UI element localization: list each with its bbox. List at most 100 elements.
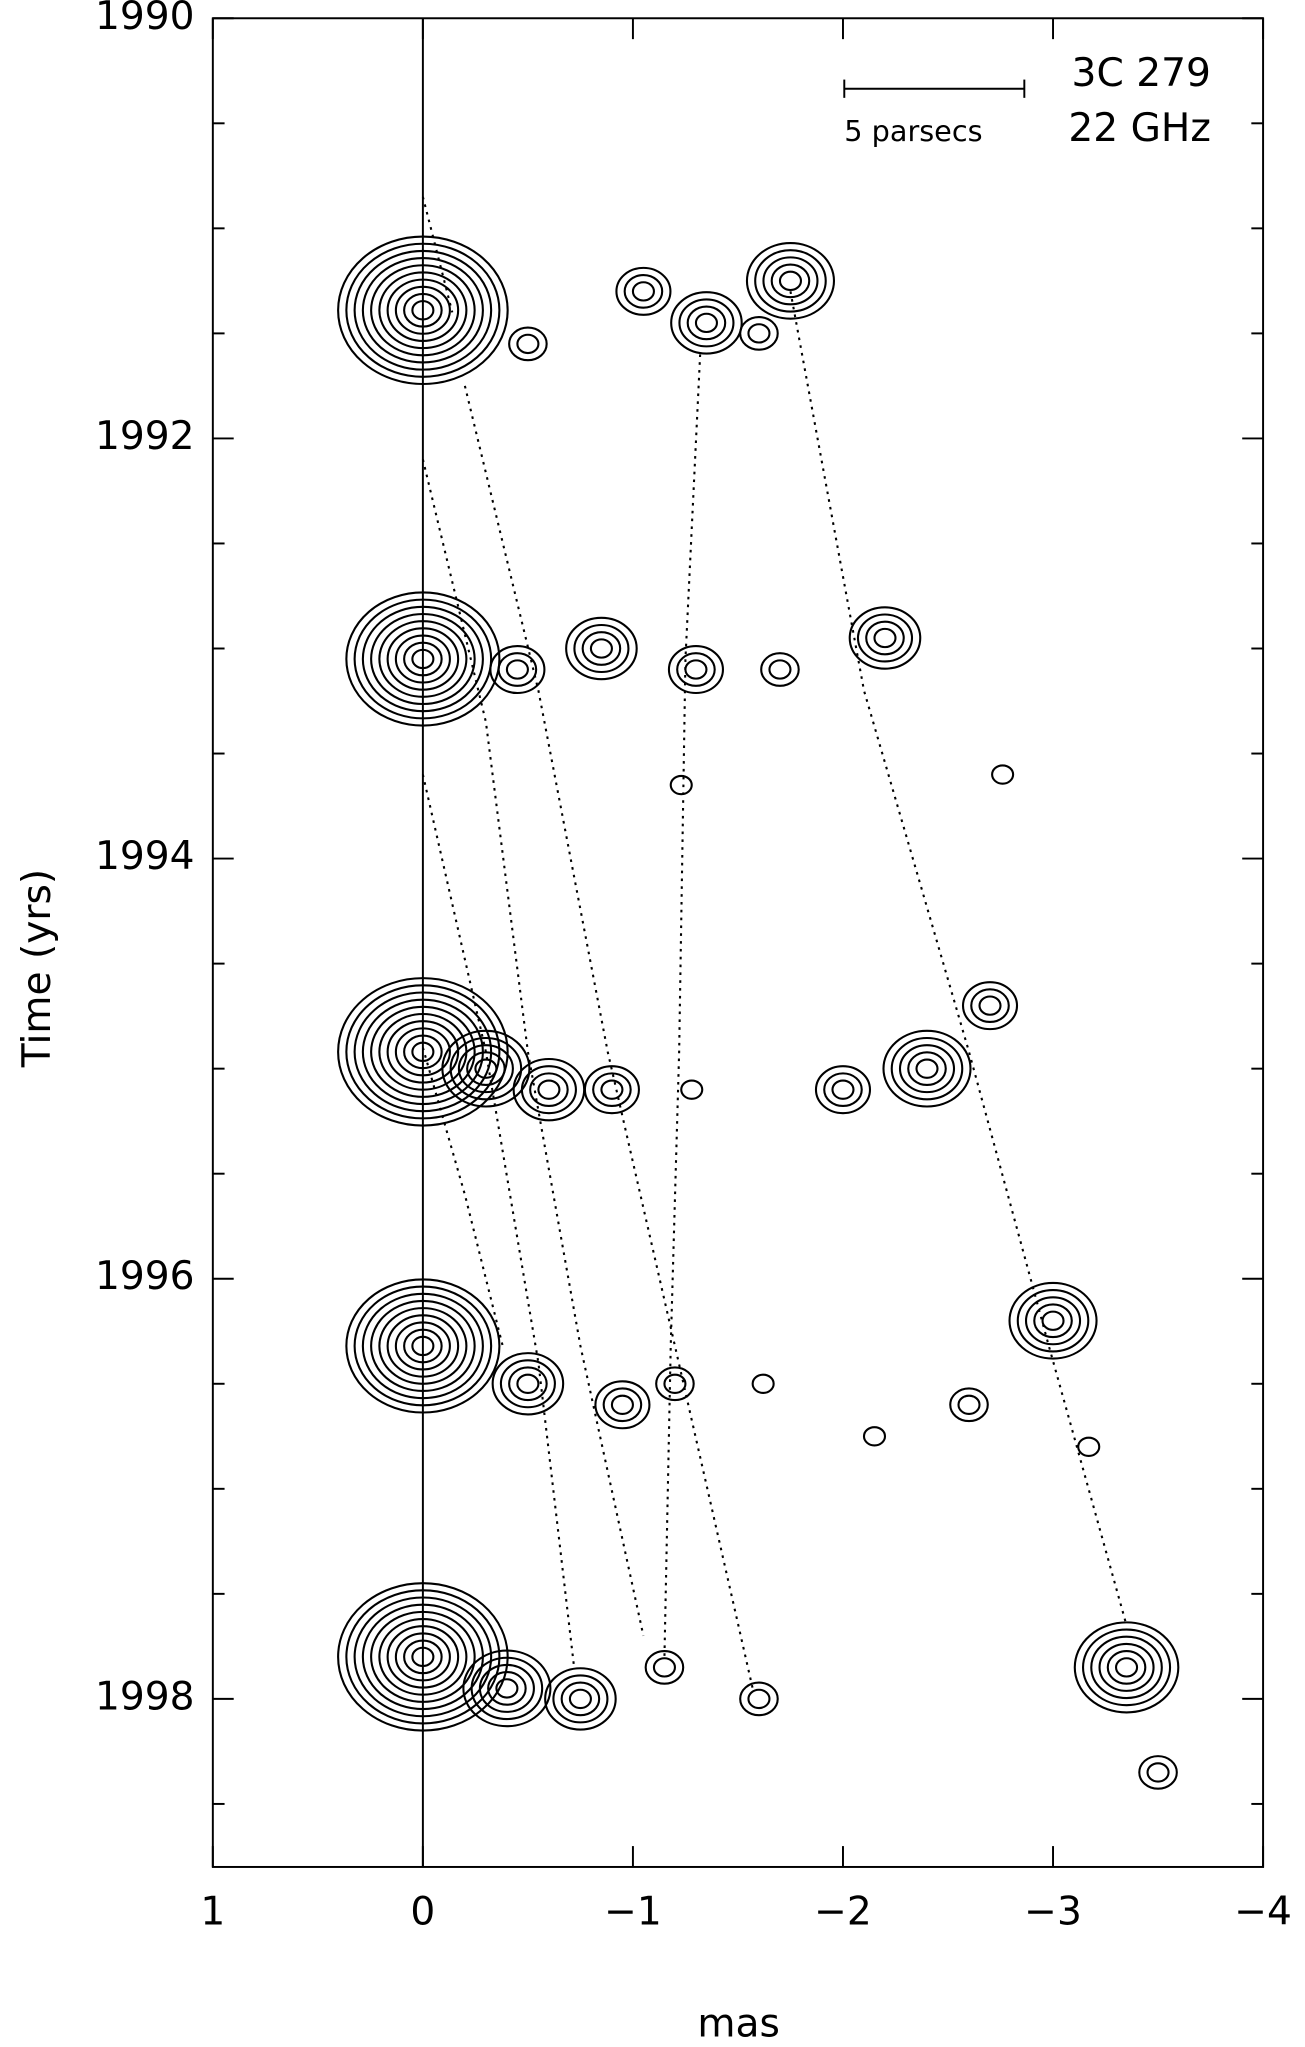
contour-level bbox=[337, 235, 509, 386]
contour-level bbox=[1077, 1436, 1101, 1457]
contour-component bbox=[337, 977, 509, 1127]
contour-level bbox=[684, 659, 708, 680]
contour-level bbox=[907, 1051, 947, 1087]
x-tick-label: −2 bbox=[814, 1889, 872, 1934]
contour-level bbox=[1041, 1310, 1065, 1331]
contour-level bbox=[602, 1387, 643, 1423]
contour-level bbox=[403, 292, 443, 328]
contour-level bbox=[499, 1359, 556, 1409]
y-tick-label: 1996 bbox=[95, 1254, 195, 1299]
contour-level bbox=[394, 634, 451, 684]
contour-level bbox=[565, 616, 638, 681]
contour-level bbox=[370, 1005, 476, 1098]
contour-level bbox=[378, 271, 468, 350]
contour-level bbox=[1081, 1628, 1172, 1707]
contour-level bbox=[411, 300, 435, 321]
contour-component bbox=[739, 316, 779, 351]
contour-level bbox=[411, 1646, 435, 1668]
contour-level bbox=[747, 323, 771, 344]
contour-level bbox=[544, 1667, 617, 1731]
contour-level bbox=[680, 1079, 704, 1100]
contour-component bbox=[508, 326, 548, 362]
contour-level bbox=[345, 1278, 501, 1414]
contour-level bbox=[631, 281, 655, 302]
contour-level bbox=[508, 326, 548, 362]
contour-level bbox=[615, 266, 672, 316]
contour-level bbox=[394, 1321, 451, 1371]
contour-level bbox=[754, 249, 827, 313]
chart-title: 3C 279 bbox=[1072, 51, 1211, 96]
contour-component bbox=[594, 1380, 651, 1430]
contour-level bbox=[345, 242, 501, 378]
contour-level bbox=[487, 1671, 527, 1706]
contour-level bbox=[345, 591, 501, 727]
contour-level bbox=[537, 1079, 561, 1100]
contour-level bbox=[1114, 1657, 1139, 1678]
contour-level bbox=[873, 627, 897, 649]
contour-component bbox=[760, 652, 800, 687]
contour-level bbox=[403, 641, 443, 677]
contour-level bbox=[670, 291, 743, 355]
contour-level bbox=[978, 995, 1002, 1016]
contour-level bbox=[760, 652, 800, 687]
contour-level bbox=[462, 1649, 552, 1728]
contour-level bbox=[890, 1036, 964, 1101]
contour-level bbox=[411, 648, 435, 670]
contour-level bbox=[370, 1299, 476, 1393]
contour-level bbox=[568, 1688, 592, 1710]
contour-component bbox=[751, 1373, 775, 1394]
component-track bbox=[463, 385, 754, 1689]
contour-level bbox=[592, 1072, 632, 1108]
contour-level bbox=[345, 984, 501, 1120]
contour-level bbox=[581, 631, 622, 666]
y-axis-label: Time (yrs) bbox=[15, 869, 60, 1068]
contour-level bbox=[495, 1678, 519, 1699]
contour-component bbox=[961, 981, 1019, 1031]
contour-component bbox=[1073, 1621, 1180, 1714]
contour-level bbox=[529, 1072, 569, 1108]
contour-level bbox=[778, 270, 803, 292]
contour-level bbox=[1146, 1762, 1170, 1783]
contour-component bbox=[644, 1650, 685, 1685]
contour-level bbox=[831, 1079, 855, 1100]
contour-component bbox=[583, 1065, 640, 1115]
contour-level bbox=[747, 1688, 771, 1710]
contour-level bbox=[361, 1292, 484, 1400]
contour-level bbox=[1106, 1650, 1147, 1685]
contour-level bbox=[1090, 1635, 1163, 1700]
contour-level bbox=[882, 1029, 972, 1108]
contour-level bbox=[751, 1373, 775, 1394]
contour-component bbox=[1008, 1281, 1098, 1360]
contour-level bbox=[411, 1335, 435, 1357]
contour-level bbox=[991, 764, 1015, 785]
x-tick-label: −3 bbox=[1024, 1889, 1082, 1934]
contour-level bbox=[898, 1044, 956, 1094]
x-tick-label: −1 bbox=[604, 1889, 662, 1934]
contour-level bbox=[655, 1366, 695, 1402]
contour-component bbox=[848, 606, 922, 670]
contour-component bbox=[680, 1079, 704, 1100]
contour-component bbox=[462, 1649, 552, 1728]
contour-component bbox=[862, 1426, 887, 1447]
contour-level bbox=[361, 257, 484, 364]
contour-level bbox=[441, 1029, 531, 1108]
contour-level bbox=[497, 652, 538, 687]
contour-level bbox=[505, 659, 529, 680]
contour-level bbox=[573, 623, 630, 674]
contour-level bbox=[678, 298, 735, 348]
contour-level bbox=[583, 1065, 640, 1115]
contour-level bbox=[370, 264, 476, 357]
contour-level bbox=[1033, 1303, 1073, 1339]
contour-level bbox=[466, 1051, 506, 1087]
contour-level bbox=[915, 1058, 939, 1079]
contour-component bbox=[345, 591, 501, 727]
contour-component bbox=[670, 291, 743, 355]
contour-component bbox=[882, 1029, 972, 1108]
component-track bbox=[789, 291, 1128, 1626]
contour-level bbox=[378, 1618, 468, 1696]
contour-level bbox=[594, 1380, 651, 1430]
contour-level bbox=[1138, 1755, 1178, 1790]
contour-component bbox=[337, 235, 509, 386]
contour-level bbox=[353, 1285, 493, 1407]
